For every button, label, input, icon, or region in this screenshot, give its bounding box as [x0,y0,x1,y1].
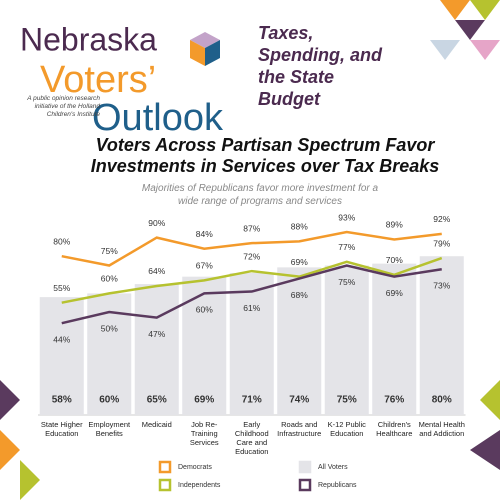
line-label: 44% [53,334,70,344]
legend-swatch [158,478,172,492]
legend-label: Independents [178,482,221,489]
bar-label: 74% [289,395,309,406]
legend-label: Republicans [318,482,357,489]
bar-label: 71% [242,395,262,406]
bar [419,256,464,415]
bar [39,297,84,415]
x-tick-label: Early Childhood Care and Education [234,420,269,456]
line-label: 67% [196,261,213,271]
bar [134,284,179,415]
line-label: 69% [291,257,308,267]
legend-swatch [158,460,172,474]
line-label: 68% [291,290,308,300]
chart-subtitle: Majorities of Republicans favor more inv… [141,183,379,207]
line-label: 72% [243,251,260,261]
bar [324,265,369,415]
line-label: 88% [291,222,308,232]
legend-swatch [298,460,312,474]
series-line [61,264,442,325]
line-label: 80% [53,236,70,246]
line-label: 61% [243,303,260,313]
line-label: 75% [338,277,355,287]
x-tick-label: Roads and Infrastructure [277,420,322,438]
bar [277,267,322,415]
legend-label: All Voters [318,464,348,471]
line-label: 75% [101,246,118,256]
x-tick-label: K-12 Public Education [327,420,366,438]
brand-3: Outlook [92,97,224,139]
topic: Taxes, Spending, and the State Budget [258,23,382,109]
bar [229,272,274,415]
bar [372,263,417,415]
bar-label: 75% [337,395,357,406]
line-label: 90% [148,218,165,228]
line-label: 79% [433,238,450,248]
line-label: 64% [148,266,165,276]
line-label: 50% [101,323,118,333]
brand-1: Nebraska [20,21,157,57]
line-label: 55% [53,283,70,293]
line-label: 69% [386,288,403,298]
line-label: 87% [243,223,260,233]
line-label: 70% [386,255,403,265]
x-tick-label: Children's Healthcare [376,420,413,438]
bar-label: 65% [147,395,167,406]
bar-label: 69% [194,395,214,406]
chart-title: Voters Across Partisan Spectrum Favor In… [90,135,440,176]
line-label: 73% [433,280,450,290]
x-tick-label: Job Re-Training Services [189,420,219,447]
line-label: 60% [196,305,213,315]
line-label: 89% [386,220,403,230]
bar-label: 76% [384,395,404,406]
bar-label: 58% [52,395,72,406]
line-label: 92% [433,214,450,224]
line-label: 93% [338,212,355,222]
brand-2: Voters’ [40,59,156,101]
series-line [61,230,442,267]
line-label: 60% [101,274,118,284]
bar-label: 80% [432,395,452,406]
line-label: 47% [148,329,165,339]
x-tick-label: Employment Benefits [88,420,131,438]
legend-swatch [298,478,312,492]
x-tick-label: State Higher Education [40,420,83,438]
bar-label: 60% [99,395,119,406]
x-tick-label: Medicaid [141,420,172,429]
line-label: 84% [196,229,213,239]
legend-label: Democrats [178,464,212,471]
line-label: 77% [338,242,355,252]
x-tick-label: Mental Health and Addiction [418,420,465,438]
series-line [61,256,443,304]
tagline: A public opinion research initiative of … [27,95,100,118]
